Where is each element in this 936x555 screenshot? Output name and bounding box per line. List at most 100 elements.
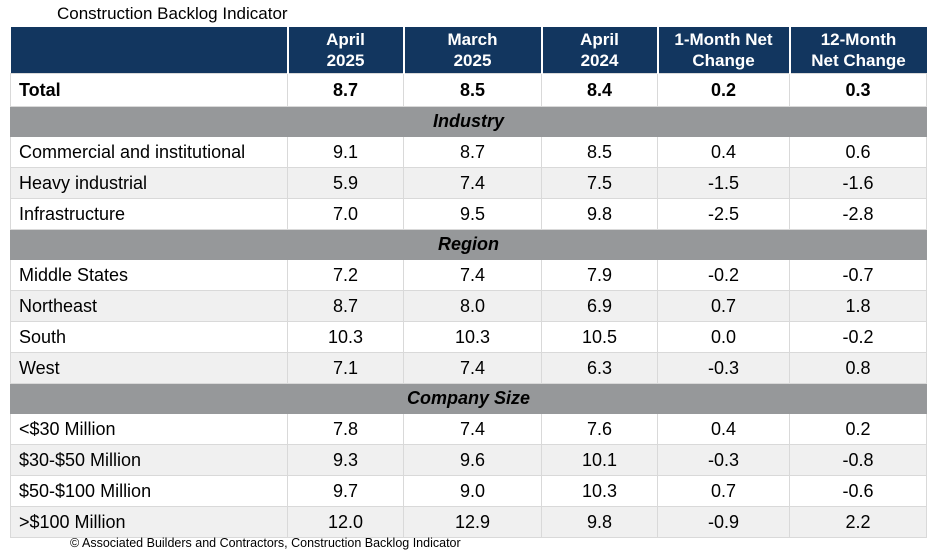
cell-value: 8.5 [541,136,658,168]
cell-value: -1.5 [657,167,790,199]
cell-value: -1.6 [789,167,927,199]
section-band-region: Region [10,229,927,260]
header-cell-april-2024: April 2024 [541,27,659,74]
cell-value: 1.8 [789,290,927,322]
header-line: Change [692,51,755,70]
table-row: Middle States 7.2 7.4 7.9 -0.2 -0.7 [10,259,927,291]
cell-value: 9.8 [541,506,658,538]
table-row: Commercial and institutional 9.1 8.7 8.5… [10,136,927,168]
row-label: >$100 Million [10,506,288,538]
cell-value: 7.4 [403,259,542,291]
cell-value: 9.6 [403,444,542,476]
header-cell-1-month-net-change: 1-Month Net Change [657,27,791,74]
header-line: 1-Month Net [674,29,773,49]
header-line: April [326,29,365,49]
cell-value: -0.3 [657,444,790,476]
cell-value: 8.4 [541,73,658,107]
backlog-table: April 2025 March 2025 April 2024 1-Month… [10,27,927,538]
table-row: Northeast 8.7 8.0 6.9 0.7 1.8 [10,290,927,322]
row-label: Commercial and institutional [10,136,288,168]
header-cell-march-2025: March 2025 [403,27,543,74]
table-row: South 10.3 10.3 10.5 0.0 -0.2 [10,321,927,353]
cell-value: 0.7 [657,475,790,507]
row-label: Northeast [10,290,288,322]
cell-value: 6.3 [541,352,658,384]
table-row: <$30 Million 7.8 7.4 7.6 0.4 0.2 [10,413,927,445]
cell-value: -2.8 [789,198,927,230]
cell-value: 0.4 [657,413,790,445]
cell-value: 12.0 [287,506,404,538]
cell-value: -0.6 [789,475,927,507]
cell-value: -0.7 [789,259,927,291]
section-band-industry: Industry [10,106,927,137]
row-label: <$30 Million [10,413,288,445]
cell-value: 0.7 [657,290,790,322]
row-label: Middle States [10,259,288,291]
cell-value: 8.7 [287,73,404,107]
section-band-label: Region [10,229,927,260]
header-line: 2025 [453,51,492,70]
cell-value: 9.7 [287,475,404,507]
cell-value: 7.0 [287,198,404,230]
cell-value: 0.0 [657,321,790,353]
table-header: April 2025 March 2025 April 2024 1-Month… [10,27,927,74]
table-row: >$100 Million 12.0 12.9 9.8 -0.9 2.2 [10,506,927,538]
cell-value: 9.0 [403,475,542,507]
header-line: April [580,29,619,49]
section-band-company-size: Company Size [10,383,927,414]
row-label: Total [10,73,288,107]
table-row: $30-$50 Million 9.3 9.6 10.1 -0.3 -0.8 [10,444,927,476]
cell-value: 9.5 [403,198,542,230]
header-line: 2025 [326,51,365,70]
header-cell-blank [10,27,289,74]
cell-value: 7.4 [403,352,542,384]
table-row: Infrastructure 7.0 9.5 9.8 -2.5 -2.8 [10,198,927,230]
section-band-label: Industry [10,106,927,137]
table-row: $50-$100 Million 9.7 9.0 10.3 0.7 -0.6 [10,475,927,507]
cell-value: -0.8 [789,444,927,476]
cell-value: -0.9 [657,506,790,538]
row-label: $50-$100 Million [10,475,288,507]
header-line: March [447,29,498,49]
cell-value: 7.4 [403,413,542,445]
cell-value: 7.9 [541,259,658,291]
cell-value: 7.2 [287,259,404,291]
cell-value: 9.8 [541,198,658,230]
cell-value: 10.3 [403,321,542,353]
cell-value: 0.2 [657,73,790,107]
cell-value: 0.3 [789,73,927,107]
cell-value: 7.4 [403,167,542,199]
header-line: Net Change [811,51,906,70]
cell-value: 9.1 [287,136,404,168]
cell-value: 0.2 [789,413,927,445]
section-band-label: Company Size [10,383,927,414]
cell-value: 7.5 [541,167,658,199]
row-label: West [10,352,288,384]
cell-value: 9.3 [287,444,404,476]
cell-value: 5.9 [287,167,404,199]
cell-value: -0.2 [789,321,927,353]
cell-value: 8.5 [403,73,542,107]
cell-value: 8.0 [403,290,542,322]
cell-value: 10.5 [541,321,658,353]
header-line: 2024 [580,51,619,70]
table-row: Heavy industrial 5.9 7.4 7.5 -1.5 -1.6 [10,167,927,199]
row-label: Heavy industrial [10,167,288,199]
cell-value: 12.9 [403,506,542,538]
page-title: Construction Backlog Indicator [57,4,288,23]
cell-value: 10.1 [541,444,658,476]
row-label: Infrastructure [10,198,288,230]
cell-value: 8.7 [287,290,404,322]
row-label: $30-$50 Million [10,444,288,476]
cell-value: 0.4 [657,136,790,168]
cell-value: 7.6 [541,413,658,445]
cell-value: 10.3 [541,475,658,507]
cell-value: -2.5 [657,198,790,230]
cell-value: 8.7 [403,136,542,168]
copyright-attribution: © Associated Builders and Contractors, C… [70,536,461,550]
table-row-total: Total 8.7 8.5 8.4 0.2 0.3 [10,73,927,107]
cell-value: 7.8 [287,413,404,445]
cell-value: 10.3 [287,321,404,353]
cell-value: 0.6 [789,136,927,168]
